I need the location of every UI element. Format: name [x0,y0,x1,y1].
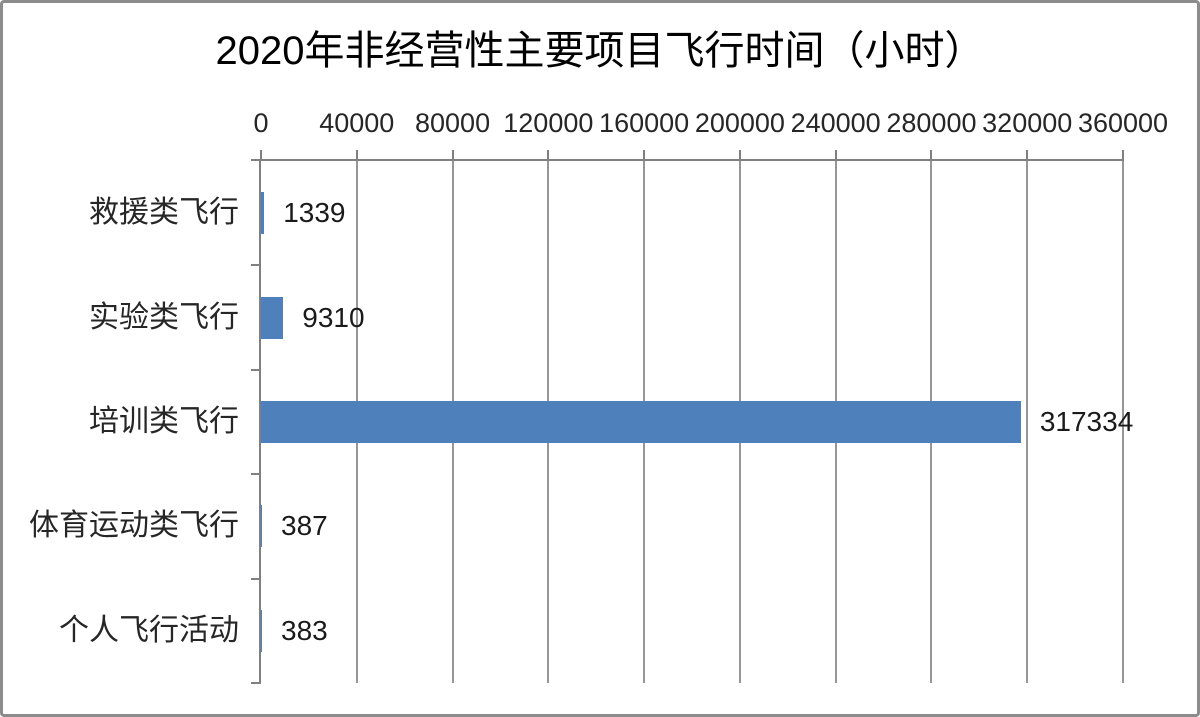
bar-3 [261,401,1021,443]
y-axis-tick-mark [251,473,261,476]
data-label: 1339 [283,197,346,229]
y-axis-tick-mark [251,368,261,371]
x-axis-tick-mark [643,150,646,161]
chart-title: 2020年非经营性主要项目飞行时间（小时） [215,29,985,73]
x-axis-tick-label: 320000 [982,108,1073,138]
category-label: 实验类飞行 [89,300,239,334]
category-label: 培训类飞行 [89,405,239,438]
data-label: 383 [281,614,328,646]
x-axis-tick-mark [451,150,454,161]
bar-5 [261,609,262,652]
x-axis-tick-label: 160000 [599,108,690,138]
x-axis-tick-mark [834,150,837,161]
x-axis-tick-label: 0 [253,108,269,138]
x-axis-tick-label: 200000 [694,108,785,138]
x-axis-tick-mark [260,150,262,161]
x-axis-tick-label: 40000 [319,108,395,138]
x-axis-tick-mark [1122,150,1124,161]
category-label: 体育运动类飞行 [29,509,239,543]
data-label: 9310 [302,301,365,333]
bar-2 [261,296,284,339]
category-label: 救援类飞行 [89,196,239,230]
category-label: 个人飞行活动 [59,613,239,647]
x-axis-tick-label: 240000 [790,108,881,138]
y-axis-tick-mark [251,264,261,267]
x-axis-tick-mark [738,150,741,161]
x-axis-tick-label: 80000 [415,108,491,138]
x-axis-tick-label: 120000 [503,108,594,138]
data-label: 317334 [1039,406,1134,437]
x-axis-tick-mark [1026,150,1029,161]
data-label: 387 [281,510,328,542]
x-axis-tick-mark [930,150,933,161]
x-axis-tick-label: 280000 [886,108,977,138]
gridline [1122,161,1124,683]
x-axis-tick-mark [547,150,550,161]
y-axis-line [259,161,261,683]
y-axis-tick-mark [251,682,261,684]
x-axis-line [251,159,1123,161]
gridline [1026,161,1029,683]
y-axis-tick-mark [251,577,261,580]
bar-4 [261,505,262,548]
x-axis-tick-mark [355,150,358,161]
bar-1 [261,192,265,235]
x-axis-tick-label: 360000 [1077,108,1169,138]
